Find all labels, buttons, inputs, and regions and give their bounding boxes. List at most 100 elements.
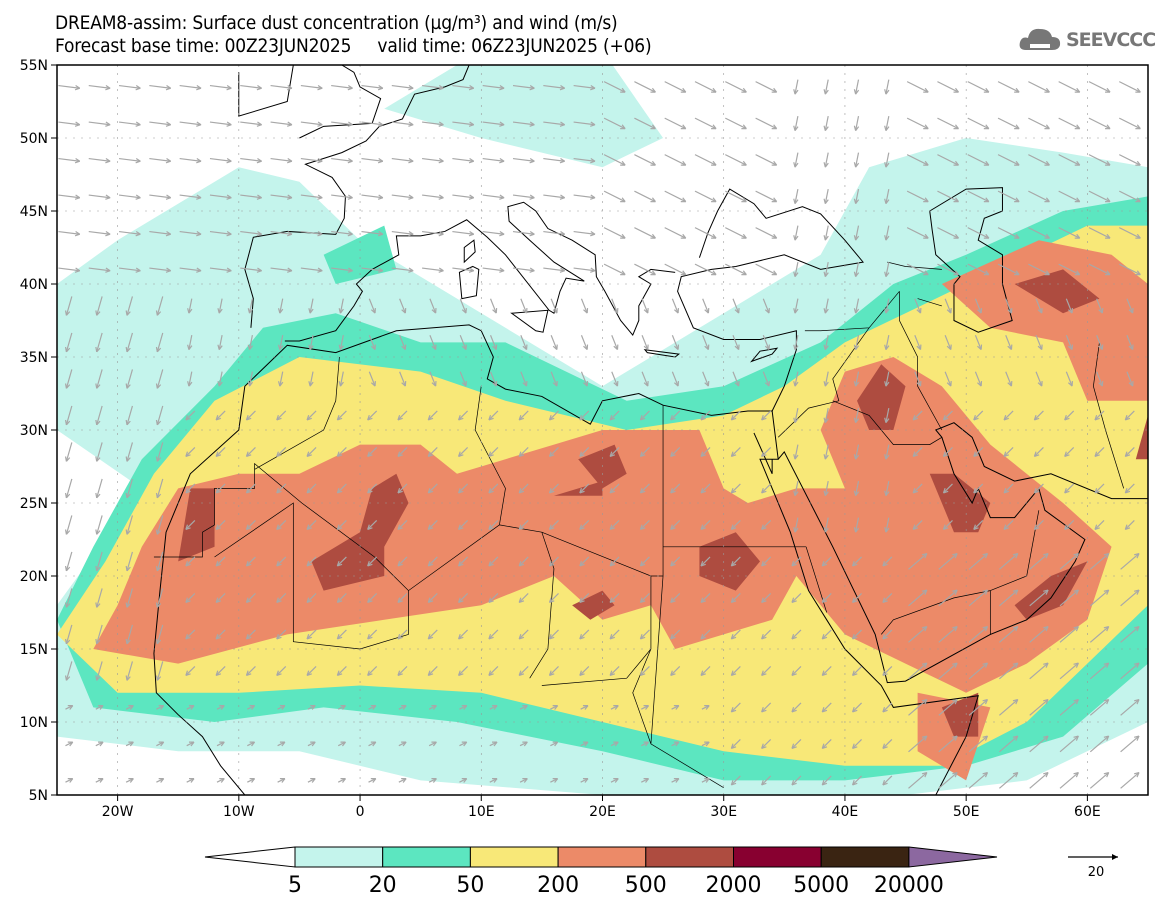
wind-arrow — [64, 478, 73, 499]
wind-arrow — [1088, 117, 1111, 130]
wind-arrow — [974, 371, 983, 387]
wind-arrow — [458, 410, 469, 421]
wind-arrow — [670, 665, 681, 676]
wind-arrow — [125, 369, 134, 389]
wind-arrow — [336, 556, 347, 567]
wind-arrow — [853, 408, 860, 423]
wind-arrow — [634, 154, 656, 166]
wind-arrow — [88, 84, 111, 91]
wind-arrow — [125, 588, 134, 608]
wind-arrow — [884, 189, 890, 204]
wind-arrow — [125, 551, 134, 572]
wind-arrow — [391, 121, 414, 127]
wind-arrow — [821, 738, 832, 749]
wind-arrow — [912, 446, 923, 457]
wind-arrow — [452, 267, 475, 273]
wind-arrow — [1126, 371, 1134, 387]
wind-arrow — [853, 298, 860, 314]
wind-arrow — [761, 702, 772, 713]
wind-arrow — [367, 519, 378, 530]
wind-arrow — [518, 592, 529, 603]
wind-arrow — [277, 371, 284, 387]
wind-arrow — [427, 556, 438, 567]
wind-arrow — [664, 190, 687, 203]
wind-reference: 20 — [1068, 854, 1118, 880]
lat-label: 20N — [20, 569, 48, 585]
wind-arrow — [422, 267, 444, 273]
wind-arrow — [367, 446, 378, 457]
wind-arrow — [186, 741, 195, 747]
wind-arrow — [1065, 298, 1074, 314]
wind-arrow — [908, 735, 928, 753]
wind-arrow — [884, 481, 890, 496]
wind-arrow — [118, 121, 141, 127]
wind-arrow — [338, 335, 344, 350]
wind-arrow — [700, 556, 711, 567]
wind-arrow — [700, 629, 711, 640]
wind-arrow — [603, 190, 626, 203]
wind-arrow — [368, 335, 376, 350]
wind-arrow — [761, 738, 772, 749]
wind-arrow — [367, 629, 378, 640]
wind-arrow — [1059, 552, 1079, 570]
wind-arrow — [670, 446, 681, 457]
wind-arrow — [277, 777, 286, 783]
wind-arrow — [573, 84, 596, 91]
wind-arrow — [95, 296, 103, 316]
wind-arrow — [155, 551, 164, 572]
wind-arrow — [1029, 625, 1049, 643]
wind-arrow — [397, 629, 408, 640]
wind-arrow — [209, 121, 232, 127]
wind-arrow — [968, 552, 989, 570]
wind-arrow — [306, 556, 317, 567]
wind-arrow — [548, 592, 559, 603]
wind-arrow — [95, 515, 103, 535]
wind-arrow — [1119, 227, 1141, 239]
wind-arrow — [573, 194, 596, 200]
wind-arrow — [270, 121, 293, 127]
wind-arrow — [186, 704, 195, 710]
colorbar-label: 20000 — [874, 873, 944, 898]
wind-arrow — [937, 263, 960, 276]
wind-arrow — [906, 154, 929, 166]
wind-arrow — [573, 230, 596, 237]
arabia-coast — [778, 423, 1160, 683]
cloud-icon — [1019, 28, 1061, 50]
wind-arrow — [793, 517, 799, 533]
wind-arrow — [884, 517, 890, 533]
wind-arrow — [670, 556, 681, 567]
wind-arrow — [664, 117, 687, 130]
wind-arrow — [187, 298, 193, 314]
wind-arrow — [791, 629, 802, 640]
wind-arrow — [1120, 589, 1140, 607]
levant-turkey-coast — [678, 189, 863, 411]
wind-arrow — [793, 481, 799, 496]
wind-arrow — [276, 556, 287, 567]
wind-arrow — [821, 629, 832, 640]
wind-arrow — [700, 410, 711, 421]
wind-arrow — [1003, 483, 1014, 494]
wind-arrow — [215, 410, 226, 421]
wind-arrow — [543, 230, 566, 237]
wind-arrow — [1119, 190, 1141, 203]
wind-arrow — [489, 335, 498, 350]
wind-arrow — [603, 227, 626, 239]
wind-arrow — [1029, 662, 1049, 680]
wind-arrow — [603, 117, 626, 130]
wind-arrow — [938, 625, 958, 643]
wind-arrow — [973, 446, 984, 457]
wind-arrow — [942, 446, 953, 457]
wind-arrow — [1120, 552, 1140, 570]
wind-arrow — [368, 741, 377, 747]
wind-arrow — [1035, 371, 1043, 387]
lon-label: 10E — [468, 804, 495, 820]
wind-arrow — [1124, 410, 1135, 421]
wind-arrow — [155, 478, 164, 499]
wind-arrow — [725, 117, 747, 130]
wind-arrow — [306, 665, 317, 676]
wind-arrow — [609, 556, 620, 567]
wind-arrow — [730, 738, 741, 749]
wind-arrow — [851, 775, 863, 786]
wind-arrow — [609, 410, 620, 421]
wind-arrow — [1029, 552, 1049, 570]
